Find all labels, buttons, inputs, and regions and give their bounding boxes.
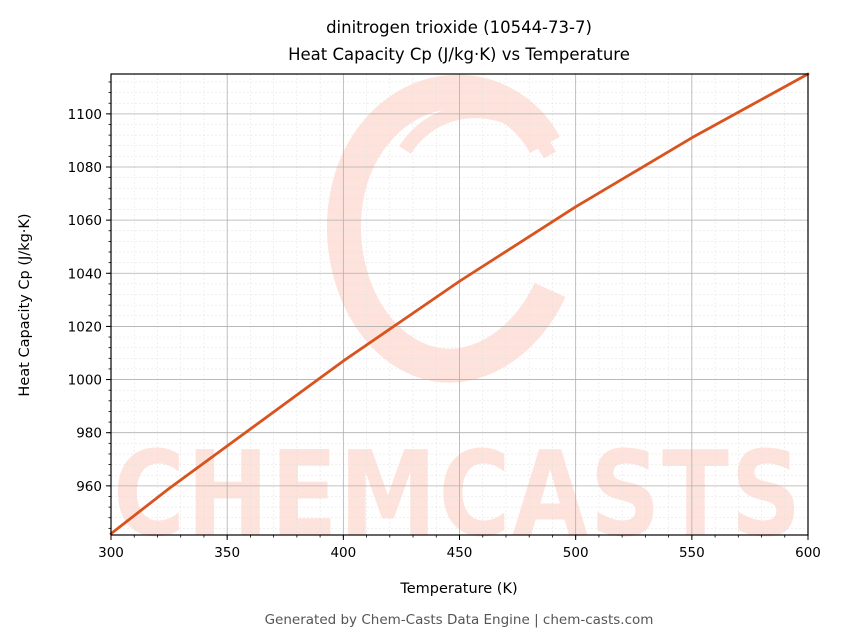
series-line-0 (109, 72, 810, 536)
y-tick-label: 980 (76, 426, 102, 442)
y-tick-label: 1080 (68, 160, 102, 176)
y-tick-label: 1000 (68, 373, 102, 389)
x-tick-label: 600 (795, 545, 821, 561)
y-tick-label: 960 (76, 479, 102, 495)
y-axis-label: Heat Capacity Cp (J/kg·K) (17, 213, 33, 396)
y-tick-label: 1060 (68, 213, 102, 229)
x-tick-label: 400 (330, 545, 356, 561)
series-layer (109, 72, 810, 536)
x-tick-label: 300 (98, 545, 124, 561)
x-tick-label: 500 (563, 545, 589, 561)
x-tick-label: 550 (679, 545, 705, 561)
ticks-layer: 300 350 400 450 500 550 600 960 980 1000 1020 1040 1… (68, 81, 821, 561)
chart-title-line1: dinitrogen trioxide (10544-73-7) (326, 18, 592, 37)
y-tick-label: 1020 (68, 319, 102, 335)
y-tick-label: 1100 (68, 107, 102, 123)
plot-frame (110, 73, 809, 536)
x-axis-label: Temperature (K) (399, 581, 517, 597)
footer-credit: Generated by Chem-Casts Data Engine | ch… (265, 612, 654, 628)
y-tick-label: 1040 (68, 266, 102, 282)
x-tick-label: 350 (214, 545, 240, 561)
watermark-logo: CHEMCASTS (113, 74, 803, 563)
x-tick-label: 450 (447, 545, 473, 561)
watermark-text: CHEMCASTS (113, 425, 803, 563)
chart-title-line2: Heat Capacity Cp (J/kg·K) vs Temperature (288, 45, 630, 64)
